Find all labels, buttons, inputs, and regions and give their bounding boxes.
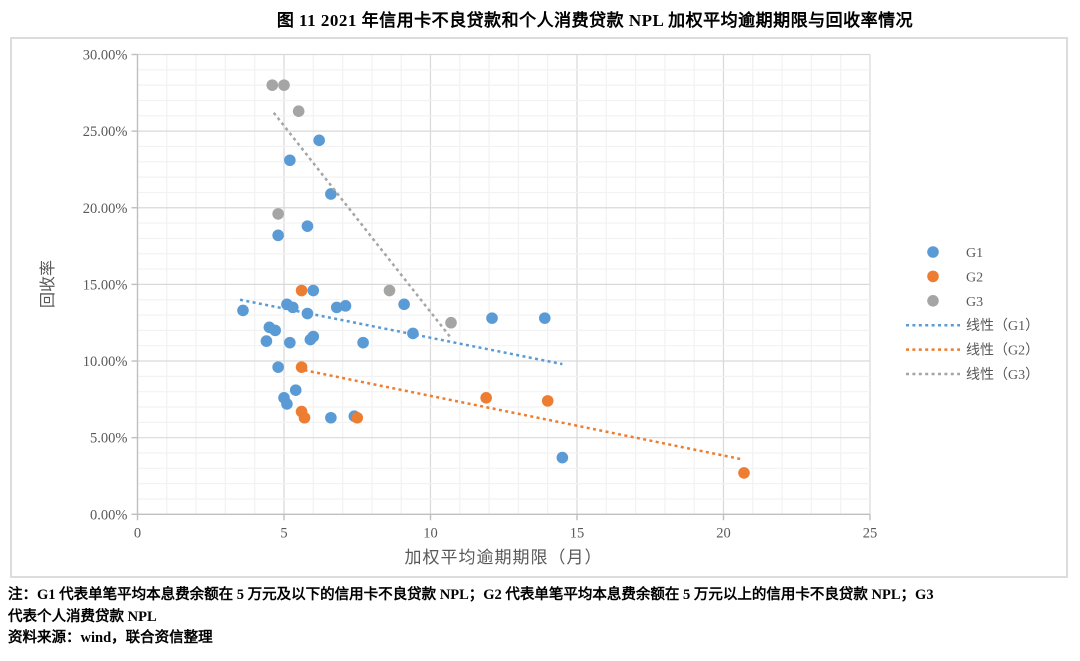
data-point-g1 [556,451,569,464]
y-tick-label: 15.00% [83,277,128,293]
note-line-2: 代表个人消费贷款 NPL [8,608,157,625]
x-tick-label: 10 [423,525,438,541]
data-point-g1 [272,229,284,242]
legend-label: 线性（G2） [966,343,1039,359]
data-point-g2 [351,411,364,424]
data-point-g2 [541,395,554,407]
data-point-g1 [284,154,296,167]
chart-frame [10,37,1068,578]
data-point-g2 [295,361,308,373]
x-tick-label: 5 [280,525,287,541]
data-point-g1 [301,220,314,232]
legend-marker-dot [927,246,939,258]
y-tick-label: 0.00% [90,507,127,523]
data-point-g1 [407,327,419,340]
trendline-g2 [304,369,742,461]
data-point-g1 [357,336,369,349]
figure-title: 图 11 2021 年信用卡不良贷款和个人消费贷款 NPL 加权平均逾期期限与回… [276,11,914,30]
legend-label: G1 [966,246,983,261]
data-point-g1 [307,284,320,297]
data-point-g1 [325,188,337,200]
data-point-g3 [278,79,290,91]
data-point-g3 [383,284,396,297]
legend-label: 线性（G3） [966,367,1039,383]
data-point-g1 [313,134,325,147]
data-point-g1 [289,384,302,396]
x-tick-label: 0 [134,525,141,541]
data-point-g3 [292,105,305,117]
data-point-g3 [445,316,457,329]
figure-notes: 注：G1 代表单笔平均本息费余额在 5 万元及以下的信用卡不良贷款 NPL；G2… [8,585,1076,650]
data-point-g1 [272,361,284,373]
data-point-g3 [266,79,279,91]
y-tick-label: 5.00% [90,431,127,447]
x-tick-label: 20 [716,525,731,541]
legend-label: G2 [966,270,983,285]
data-point-g1 [398,298,410,311]
data-point-g1 [269,324,282,337]
y-axis-title: 回收率 [40,259,57,309]
data-point-g2 [738,467,750,479]
y-tick-label: 10.00% [83,354,128,370]
legend-marker-dot [927,270,939,283]
source-line: 资料来源：wind，联合资信整理 [8,630,213,646]
data-point-g1 [237,304,249,317]
legend-marker-dot [927,295,939,307]
y-tick-label: 20.00% [83,201,128,217]
data-point-g1 [286,301,299,314]
x-tick-label: 15 [570,525,585,541]
x-tick-label: 25 [863,525,878,541]
x-axis-title: 加权平均逾期期限（月） [404,548,603,567]
data-point-g2 [480,392,492,404]
data-point-g1 [281,398,293,410]
data-point-g3 [272,208,284,220]
data-point-g1 [260,335,273,347]
legend-label: 线性（G1） [966,318,1039,334]
y-tick-label: 30.00% [83,47,128,63]
data-point-g1 [330,301,343,314]
data-point-g1 [538,312,551,324]
data-point-g1 [307,330,320,343]
data-point-g2 [295,284,308,297]
y-tick-label: 25.00% [83,124,128,140]
note-line-1: 注：G1 代表单笔平均本息费余额在 5 万元及以下的信用卡不良贷款 NPL；G2… [8,587,934,603]
trendline-g3 [272,111,452,339]
data-point-g2 [298,411,311,424]
data-point-g1 [325,411,337,424]
data-point-g1 [301,307,314,320]
data-point-g1 [339,300,352,312]
data-point-g1 [486,312,498,324]
legend-label: G3 [966,295,983,310]
data-point-g1 [284,336,296,349]
